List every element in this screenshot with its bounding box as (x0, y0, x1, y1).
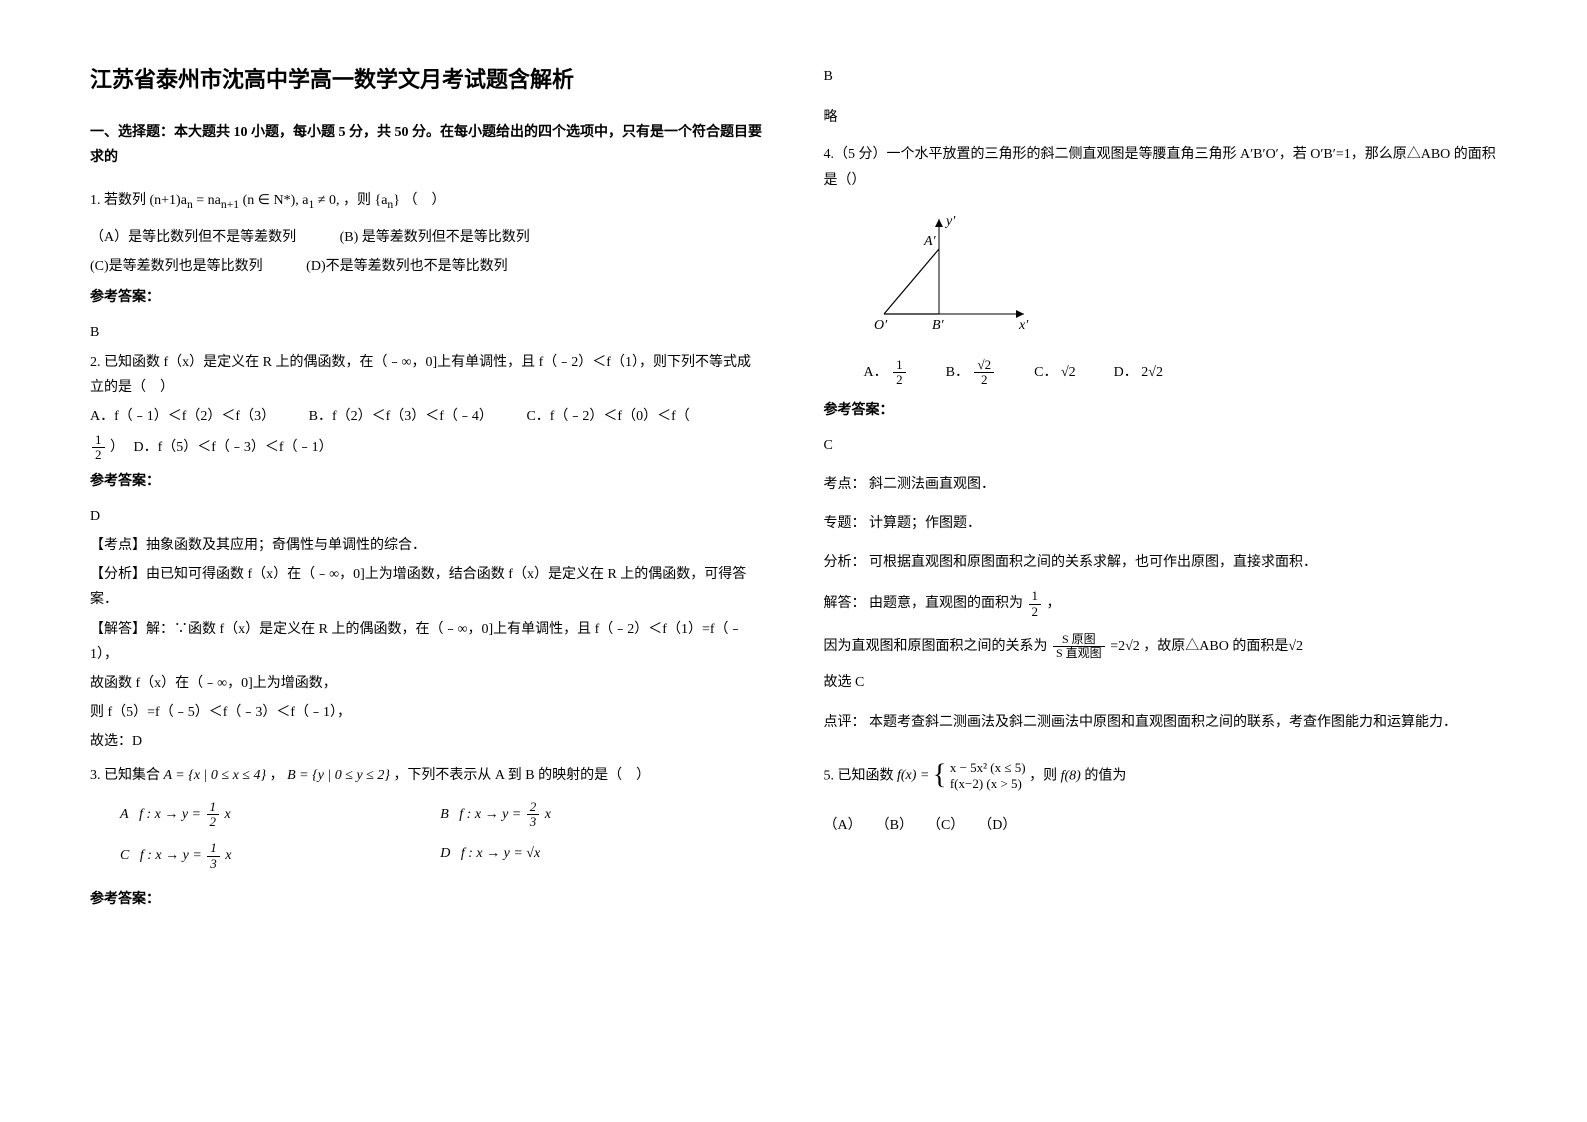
q3-optD-map: f : x → y = √x (461, 846, 540, 861)
q2-jieda3: 则 f（5）=f（﹣5）＜f（﹣3）＜f（﹣1）， (90, 700, 764, 725)
q1-optC: (C)是等差数列也是等比数列 (90, 259, 263, 274)
q2-jieda4: 故选：D (90, 729, 764, 754)
q4-diagram: y′ x′ O′ A′ B′ (864, 209, 1498, 348)
right-column: B 略 4.（5 分）一个水平放置的三角形的斜二侧直观图是等腰直角三角形 A′B… (824, 60, 1498, 916)
q4-dianping: 点评： 本题考查斜二测画法及斜二测画法中原图和直观图面积之间的联系，考查作图能力… (824, 710, 1498, 735)
q2-jieda1: 【解答】解：∵函数 f（x）是定义在 R 上的偶函数，在（﹣∞，0]上有单调性，… (90, 617, 764, 667)
q2-optA: A．f（﹣1）＜f（2）＜f（3） (90, 409, 275, 424)
q3-optA: A f : x → y = 12 x (90, 800, 413, 830)
q4-kaodian: 考点： 斜二测法画直观图． (824, 472, 1498, 497)
q3-optC: C f : x → y = 13 x (90, 841, 413, 871)
q2-jieda2: 故函数 f（x）在（﹣∞，0]上为增函数， (90, 671, 764, 696)
q3-optB: B f : x → y = 23 x (440, 800, 763, 830)
q1-optA: （A）是等比数列但不是等差数列 (90, 230, 296, 245)
q2-opts-abc: A．f（﹣1）＜f（2）＜f（3） B．f（2）＜f（3）＜f（﹣4） C．f（… (90, 404, 764, 429)
q2-optD: D．f（5）＜f（﹣3）＜f（﹣1） (134, 440, 333, 455)
q2-kaodian: 【考点】抽象函数及其应用；奇偶性与单调性的综合． (90, 533, 764, 558)
q2-answer-label: 参考答案： (90, 469, 764, 494)
q3-optC-map: f : x → y = 13 x (140, 848, 232, 863)
q3-options-row1: A f : x → y = 12 x B f : x → y = 23 x (90, 800, 764, 830)
q3-answer-label: 参考答案： (90, 887, 764, 912)
q5-piecewise: f(x) = { x − 5x² (x ≤ 5) f(x−2) (x > 5) (897, 768, 1029, 783)
q2-answer: D (90, 504, 764, 529)
q1-stem: 1. 若数列 (n+1)an = nan+1 (n ∈ N*), a1 ≠ 0,… (90, 188, 764, 215)
q2-optC-prefix: C．f（﹣2）＜f（0）＜f（ (526, 409, 689, 424)
pt-B-label: B′ (932, 318, 945, 333)
q4-options: A． 12 B． √22 C． √2 D． 2√2 (864, 358, 1498, 388)
q4-jieda3: 故选 C (824, 670, 1498, 695)
pt-A-label: A′ (923, 234, 937, 249)
q2-fenxi: 【分析】由已知可得函数 f（x）在（﹣∞，0]上为增函数，结合函数 f（x）是定… (90, 562, 764, 612)
q2-optC-suffix: ） (110, 440, 124, 455)
q1-answer: B (90, 320, 764, 345)
q3-optA-label: A (120, 807, 129, 822)
q4-zhuanti: 专题： 计算题；作图题． (824, 511, 1498, 536)
q2-stem: 2. 已知函数 f（x）是定义在 R 上的偶函数，在（﹣∞，0]上有单调性，且 … (90, 350, 764, 400)
q3-lue: 略 (824, 105, 1498, 130)
q1-seq: {an} (374, 193, 400, 208)
axes-svg: y′ x′ O′ A′ B′ (864, 209, 1044, 339)
q4-optC: C． √2 (1034, 360, 1076, 385)
q1-optD: (D)不是等差数列也不是等比数列 (306, 259, 507, 274)
q3-stem-suffix: ，下列不表示从 A 到 B 的映射的是（ ） (393, 768, 650, 783)
q4-answer-label: 参考答案： (824, 398, 1498, 423)
q4-fenxi: 分析： 可根据直观图和原图面积之间的关系求解，也可作出原图，直接求面积． (824, 550, 1498, 575)
q3-mid: ， (270, 768, 284, 783)
left-column: 江苏省泰州市沈高中学高一数学文月考试题含解析 一、选择题：本大题共 10 小题，… (90, 60, 764, 916)
q4-jieda1: 解答： 由题意，直观图的面积为 12 ， (824, 589, 1498, 619)
q3-stem: 3. 已知集合 A = {x | 0 ≤ x ≤ 4} ， B = {y | 0… (90, 763, 764, 788)
q1-formula: (n+1)an = nan+1 (n ∈ N*), a1 ≠ 0, (150, 193, 340, 208)
q3-answer: B (824, 64, 1498, 89)
q3-setA: A = {x | 0 ≤ x ≤ 4} (164, 768, 267, 783)
q2-optC-end-D: 12 ） D．f（5）＜f（﹣3）＜f（﹣1） (90, 433, 764, 463)
q3-optB-map: f : x → y = 23 x (459, 807, 551, 822)
q4-optA: A． 12 (864, 358, 908, 388)
q4-stem: 4.（5 分）一个水平放置的三角形的斜二侧直观图是等腰直角三角形 A′B′O′，… (824, 142, 1498, 192)
q3-options-row2: C f : x → y = 13 x D f : x → y = √x (90, 841, 764, 871)
q3-optD: D f : x → y = √x (440, 841, 763, 871)
q4-optD: D． 2√2 (1114, 360, 1163, 385)
q3-stem-prefix: 3. 已知集合 (90, 768, 164, 783)
q1-row-cd: (C)是等差数列也是等比数列 (D)不是等差数列也不是等比数列 (90, 254, 764, 279)
q1-stem-prefix: 1. 若数列 (90, 193, 146, 208)
q3-optA-map: f : x → y = 12 x (139, 807, 231, 822)
q3-optD-label: D (440, 846, 450, 861)
half-frac: 12 (92, 433, 105, 463)
q1-optB: (B) 是等差数列但不是等比数列 (340, 230, 530, 245)
q4-optB: B． √22 (946, 358, 996, 388)
pt-O-label: O′ (874, 318, 888, 333)
q5-stem: 5. 已知函数 f(x) = { x − 5x² (x ≤ 5) f(x−2) … (824, 751, 1498, 801)
q1-answer-label: 参考答案： (90, 285, 764, 310)
page-title: 江苏省泰州市沈高中学高一数学文月考试题含解析 (90, 60, 764, 100)
axis-x-label: x′ (1018, 318, 1029, 333)
q4-jieda2: 因为直观图和原图面积之间的关系为 S 原图S 直观图 =2√2 ，故原△ABO … (824, 633, 1498, 660)
q1-stem-suffix: ，则 (343, 193, 371, 208)
q5-opts: （A） （B） （C） （D） (824, 813, 1498, 838)
q3-setB: B = {y | 0 ≤ y ≤ 2} (287, 768, 390, 783)
q1-stem-tail: （ ） (403, 193, 445, 208)
q3-optB-label: B (440, 807, 449, 822)
q3-optC-label: C (120, 848, 129, 863)
q2-optB: B．f（2）＜f（3）＜f（﹣4） (309, 409, 493, 424)
axis-y-label: y′ (944, 214, 956, 229)
q4-answer: C (824, 433, 1498, 458)
q1-row-ab: （A）是等比数列但不是等差数列 (B) 是等差数列但不是等比数列 (90, 225, 764, 250)
section1-heading: 一、选择题：本大题共 10 小题，每小题 5 分，共 50 分。在每小题给出的四… (90, 120, 764, 170)
